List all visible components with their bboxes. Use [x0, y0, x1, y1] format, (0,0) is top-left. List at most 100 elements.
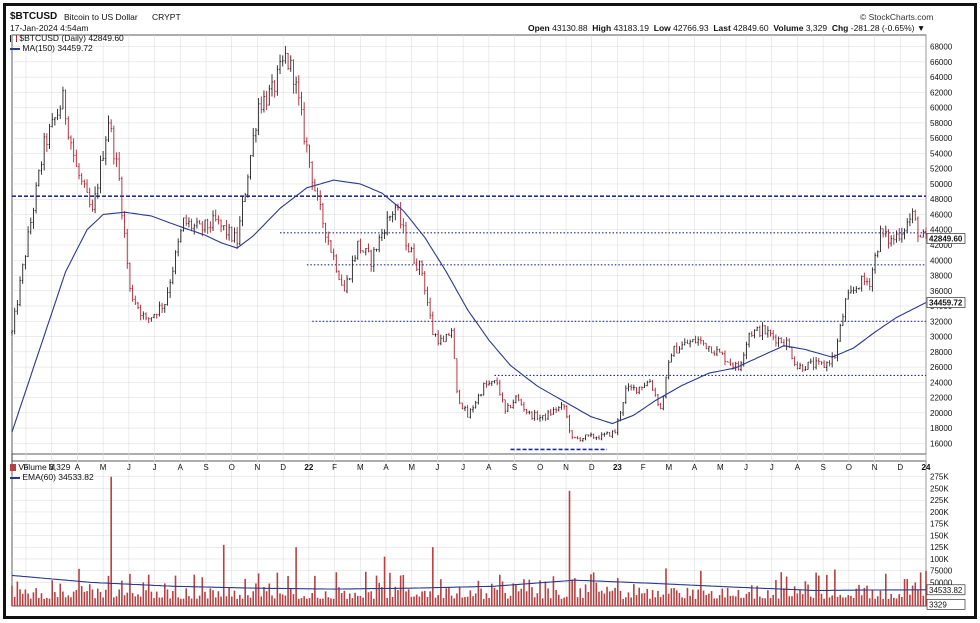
- volume-tick-label: 175K: [930, 520, 949, 529]
- x-tick-label: J: [770, 463, 774, 472]
- high-label: High: [592, 23, 612, 33]
- x-tick-label: A: [692, 463, 698, 472]
- x-tick-label: S: [512, 463, 517, 472]
- chart-frame: 68000 66000 64000 62000 60000 58000 56000 54000…: [3, 3, 977, 619]
- price-tick-label: 60000: [930, 104, 953, 113]
- x-tick-label: J: [127, 463, 131, 472]
- price-tick-label: 18000: [930, 424, 953, 433]
- price-tick-label: 20000: [930, 409, 953, 418]
- exchange: CRYPT: [152, 12, 181, 22]
- price-tick-label: 52000: [930, 165, 953, 174]
- x-tick-label: O: [846, 463, 852, 472]
- x-tick-label: A: [75, 463, 81, 472]
- x-tick-label: D: [589, 463, 595, 472]
- volume-label: Volume: [773, 23, 804, 33]
- x-tick-label: J: [461, 463, 465, 472]
- x-tick-label: M: [408, 463, 415, 472]
- chart-svg: 68000 66000 64000 62000 60000 58000 56000 54000…: [11, 34, 966, 610]
- price-legend: $BTCUSD (Daily) 42849.60: [10, 33, 124, 43]
- x-tick-label: J: [435, 463, 439, 472]
- price-tick-label: 22000: [930, 394, 953, 403]
- x-tick-label: 22: [304, 463, 313, 472]
- price-tick-label: 56000: [930, 134, 953, 143]
- ema-value-label-box: [926, 584, 966, 596]
- ema60-line: [11, 574, 926, 592]
- x-tick-label: N: [563, 463, 569, 472]
- ema-value-label: 34533.82: [929, 586, 963, 595]
- price-tick-label: 40000: [930, 256, 953, 265]
- ma-value-label: 34459.72: [929, 299, 963, 308]
- last-value: 42849.60: [733, 23, 769, 33]
- price-tick-label: 36000: [930, 287, 953, 296]
- price-tick-label: 30000: [930, 333, 953, 342]
- x-tick-label: J: [153, 463, 157, 472]
- quote-bar: Open 43130.88 High 43183.19 Low 42766.93…: [528, 23, 925, 33]
- x-tick-label: S: [820, 463, 825, 472]
- x-tick-label: S: [203, 463, 208, 472]
- price-tick-label: 66000: [930, 58, 953, 67]
- price-tick-label: 58000: [930, 119, 953, 128]
- ma-legend: MA(150) 34459.72: [10, 43, 93, 53]
- low-value: 42766.93: [673, 23, 709, 33]
- low-label: Low: [653, 23, 671, 33]
- price-tick-label: 50000: [930, 180, 953, 189]
- price-tick-label: 62000: [930, 88, 953, 97]
- volume-legend-text: Volume 3,329: [18, 462, 71, 472]
- x-tick-label: J: [744, 463, 748, 472]
- last-price-label: 42849.60: [929, 235, 963, 244]
- price-tick-label: 28000: [930, 348, 953, 357]
- volume-value-label: 3329: [929, 600, 947, 609]
- chg-value: -281.28 (-0.65%): [850, 23, 915, 33]
- x-tick-label: F: [332, 463, 337, 472]
- ema-legend-text: EMA(60) 34533.82: [22, 472, 94, 482]
- price-panel-border: [11, 34, 927, 462]
- candles-group: [11, 46, 927, 442]
- volume-tick-label: 125K: [930, 543, 949, 552]
- price-tick-label: 32000: [930, 317, 953, 326]
- x-tick-label: N: [872, 463, 878, 472]
- ema-legend-swatch: [10, 476, 20, 479]
- x-tick-label: A: [178, 463, 184, 472]
- open-value: 43130.88: [552, 23, 588, 33]
- price-tick-label: 26000: [930, 363, 953, 372]
- x-tick-label: A: [383, 463, 389, 472]
- ma150-line: [11, 179, 927, 433]
- volume-legend-icon: [10, 464, 16, 472]
- volume-tick-label: 200K: [930, 508, 949, 517]
- symbol: $BTCUSD: [10, 11, 58, 22]
- last-label: Last: [713, 23, 731, 33]
- price-tick-label: 48000: [930, 195, 953, 204]
- ema-legend: EMA(60) 34533.82: [10, 472, 94, 482]
- volume-tick-label: 150K: [930, 531, 949, 540]
- price-tick-label: 64000: [930, 73, 953, 82]
- price-tick-label: 42000: [930, 241, 953, 250]
- volume-tick-label: 225K: [930, 496, 949, 505]
- volume-tick-label: 75000: [930, 567, 953, 576]
- x-tick-label: A: [795, 463, 801, 472]
- volume-tick-label: 50000: [930, 578, 953, 587]
- x-tick-label: M: [357, 463, 364, 472]
- x-tick-label: 23: [613, 463, 622, 472]
- chg-label: Chg: [831, 23, 849, 33]
- x-tick-label: N: [255, 463, 261, 472]
- volume-bars-group: [11, 476, 927, 606]
- volume-legend: Volume 3,329: [10, 462, 70, 472]
- chg-down-arrow-icon: ▼: [916, 23, 926, 33]
- price-tick-label: 44000: [930, 226, 953, 235]
- ma-legend-swatch: [10, 47, 20, 50]
- x-tick-label: M: [666, 463, 673, 472]
- volume-value-label-box: [926, 599, 966, 610]
- volume-tick-label: 100K: [930, 555, 949, 564]
- x-tick-label: F: [641, 463, 646, 472]
- volume-value: 3,329: [805, 23, 828, 33]
- ma-legend-text: MA(150) 34459.72: [22, 43, 93, 53]
- price-legend-icon: [10, 35, 17, 43]
- timestamp: 17-Jan-2024 4:54am: [10, 23, 89, 33]
- high-value: 43183.19: [613, 23, 650, 33]
- source-credit: © StockCharts.com: [860, 12, 934, 22]
- price-tick-label: 24000: [930, 378, 953, 387]
- price-tick-label: 68000: [930, 43, 953, 52]
- volume-tick-label: 250K: [930, 484, 949, 493]
- last-price-label-box: [926, 233, 966, 244]
- price-tick-label: 46000: [930, 210, 953, 219]
